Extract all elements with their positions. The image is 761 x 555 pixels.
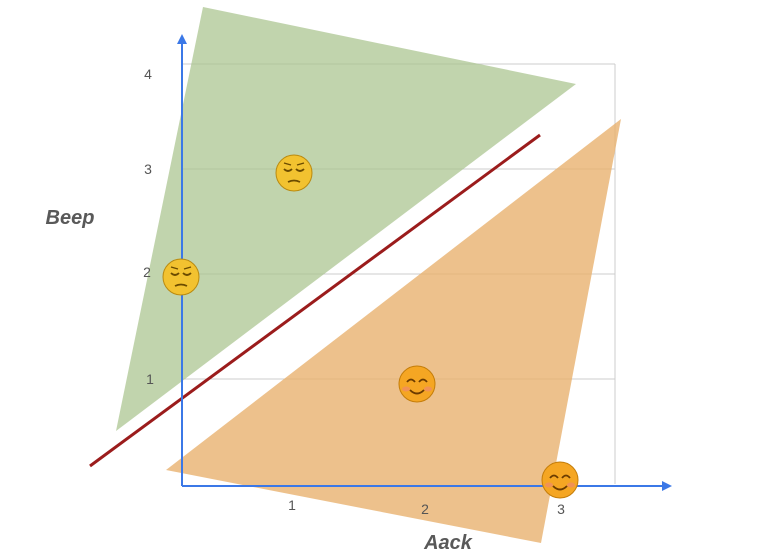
decision-boundary-line — [89, 133, 541, 468]
x-tick-3: 3 — [557, 501, 565, 517]
x-tick-1: 1 — [288, 497, 296, 513]
y-tick-4: 4 — [144, 66, 152, 82]
y-tick-3: 3 — [144, 161, 152, 177]
happy-face-icon — [398, 365, 436, 403]
happy-face-icon — [541, 461, 579, 499]
y-tick-1: 1 — [146, 371, 154, 387]
x-tick-2: 2 — [421, 501, 429, 517]
x-axis-title: Aack — [423, 532, 473, 554]
y-tick-2: 2 — [143, 264, 151, 280]
lower-region — [166, 119, 621, 543]
sad-face-icon — [275, 154, 313, 192]
y-axis-title: Beep — [46, 207, 95, 229]
upper-region — [116, 7, 576, 431]
sad-face-icon — [162, 258, 200, 296]
